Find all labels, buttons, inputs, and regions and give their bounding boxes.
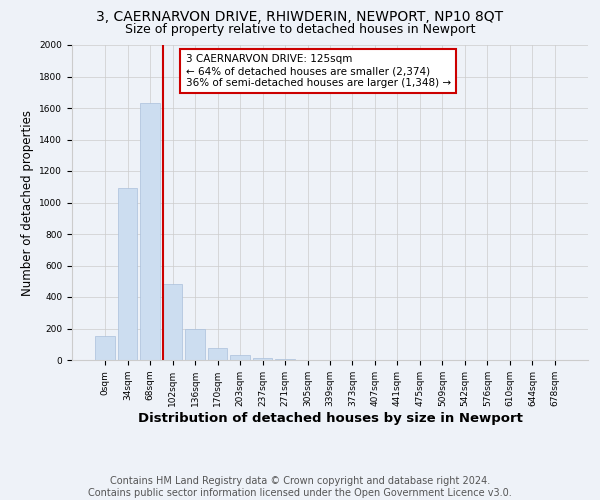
Bar [163, 284, 182, 360]
Bar [208, 348, 227, 360]
Text: 3, CAERNARVON DRIVE, RHIWDERIN, NEWPORT, NP10 8QT: 3, CAERNARVON DRIVE, RHIWDERIN, NEWPORT,… [97, 10, 503, 24]
Y-axis label: Number of detached properties: Number of detached properties [21, 110, 34, 296]
Bar [95, 336, 115, 360]
Text: 3 CAERNARVON DRIVE: 125sqm
← 64% of detached houses are smaller (2,374)
36% of s: 3 CAERNARVON DRIVE: 125sqm ← 64% of deta… [185, 54, 451, 88]
Text: Contains HM Land Registry data © Crown copyright and database right 2024.
Contai: Contains HM Land Registry data © Crown c… [88, 476, 512, 498]
X-axis label: Distribution of detached houses by size in Newport: Distribution of detached houses by size … [137, 412, 523, 424]
Bar [140, 104, 160, 360]
Bar [185, 328, 205, 360]
Bar [118, 188, 137, 360]
Bar [253, 358, 272, 360]
Bar [275, 359, 295, 360]
Text: Size of property relative to detached houses in Newport: Size of property relative to detached ho… [125, 22, 475, 36]
Bar [230, 356, 250, 360]
